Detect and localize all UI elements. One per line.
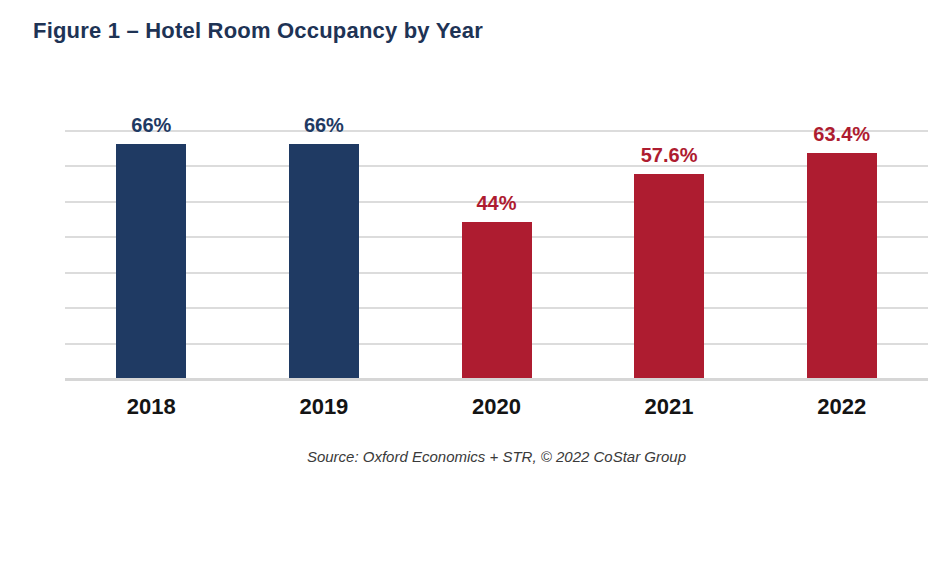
x-tick-label: 2019 [238,394,411,420]
bar-value-label: 57.6% [583,144,756,167]
bar-2022 [807,153,877,378]
plot-area: 66%66%44%57.6%63.4% [65,130,928,378]
figure-title: Figure 1 – Hotel Room Occupancy by Year [33,18,483,44]
bar-2020 [462,222,532,378]
bar-value-label: 63.4% [755,123,928,146]
bar-2018 [116,144,186,378]
source-note: Source: Oxford Economics + STR, © 2022 C… [65,448,928,465]
bar-2021 [634,174,704,378]
x-tick-label: 2020 [410,394,583,420]
x-axis-baseline [65,378,928,381]
x-tick-label: 2021 [583,394,756,420]
x-tick-label: 2018 [65,394,238,420]
gridline [65,165,928,167]
bar-2019 [289,144,359,378]
bar-value-label: 66% [65,114,238,137]
bar-value-label: 44% [410,192,583,215]
x-axis-labels: 20182019202020212022 [65,394,928,420]
x-tick-label: 2022 [755,394,928,420]
bar-value-label: 66% [238,114,411,137]
figure-container: Figure 1 – Hotel Room Occupancy by Year … [0,0,936,562]
